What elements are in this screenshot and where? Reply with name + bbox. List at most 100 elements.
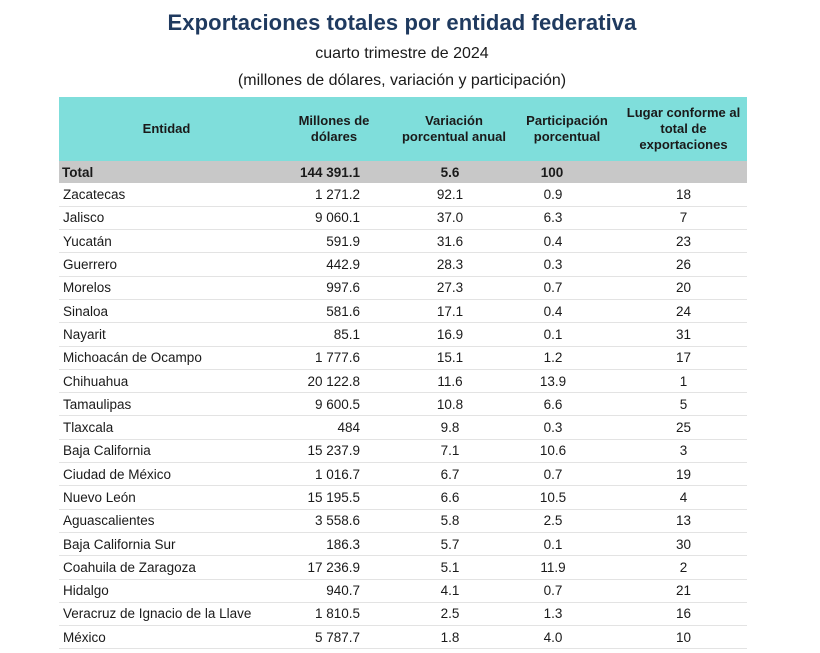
lugar-cell: 4 (679, 490, 688, 505)
page-subtitle-period: cuarto trimestre de 2024 (315, 45, 489, 62)
table-row: Aguascalientes 3 558.6 5.8 2.5 13 (59, 509, 747, 533)
entidad-cell: Tamaulipas (63, 396, 132, 412)
variacion-cell: 6.6 (440, 490, 460, 505)
table-body: Total 144 391.1 5.6 100 Zacatecas 1 271.2… (59, 161, 747, 649)
table-row: Yucatán 591.9 31.6 0.4 23 (59, 230, 747, 253)
participacion-cell: 0.4 (543, 233, 563, 249)
millones-cell: 442.9 (326, 257, 360, 273)
millones-cell: 85.1 (333, 326, 360, 342)
table-row: Tamaulipas 9 600.5 10.8 6.6 5 (59, 393, 747, 416)
header-participacion: Participación porcentual (526, 113, 608, 144)
page-title: Exportaciones totales por entidad federa… (167, 10, 637, 35)
variacion-cell: 4.1 (440, 583, 460, 599)
entidad-cell: Hidalgo (63, 583, 109, 599)
table-row: Jalisco 9 060.1 37.0 6.3 7 (59, 206, 747, 230)
total-variacion: 5.6 (440, 164, 460, 180)
header-lugar: Lugar conforme al total de exportaciones (626, 105, 741, 152)
entidad-cell: Ciudad de México (63, 466, 172, 482)
millones-cell: 940.7 (326, 583, 360, 599)
millones-cell: 17 236.9 (307, 559, 360, 575)
lugar-cell: 17 (675, 350, 692, 366)
table-row: Nayarit 85.1 16.9 0.1 31 (59, 323, 747, 347)
variacion-cell: 10.8 (436, 396, 464, 412)
millones-cell: 997.6 (326, 280, 360, 296)
participacion-cell: 0.3 (543, 420, 563, 436)
millones-cell: 1 271.2 (314, 186, 360, 202)
table-row: Baja California Sur 186.3 5.7 0.1 30 (59, 532, 747, 556)
entidad-cell: Nuevo León (63, 490, 136, 505)
entidad-cell: Sinaloa (63, 303, 109, 319)
entidad-cell: Morelos (63, 280, 112, 296)
millones-cell: 186.3 (326, 536, 360, 552)
lugar-cell: 16 (675, 606, 692, 622)
exports-table: Entidad Millones de dólares Variación po… (59, 97, 747, 649)
variacion-cell: 2.5 (440, 606, 460, 622)
millones-cell: 9 060.1 (314, 210, 360, 226)
participacion-cell: 4.0 (543, 629, 563, 645)
total-name: Total (62, 164, 94, 180)
entidad-cell: Zacatecas (63, 186, 126, 202)
lugar-cell: 25 (675, 420, 692, 436)
table-row: Tlaxcala 484 9.8 0.3 25 (59, 416, 747, 440)
lugar-cell: 7 (679, 210, 688, 226)
participacion-cell: 0.1 (543, 326, 563, 342)
lugar-cell: 5 (679, 396, 688, 412)
entidad-cell: Chihuahua (63, 373, 129, 389)
variacion-cell: 17.1 (436, 303, 464, 319)
variacion-cell: 11.6 (437, 373, 463, 389)
participacion-cell: 1.2 (543, 350, 563, 366)
lugar-cell: 26 (675, 257, 692, 273)
entidad-cell: Baja California (63, 443, 151, 459)
total-row: Total 144 391.1 5.6 100 (59, 161, 747, 183)
table-row: Hidalgo 940.7 4.1 0.7 21 (59, 579, 747, 603)
participacion-cell: 0.1 (543, 536, 563, 552)
entidad-cell: Michoacán de Ocampo (63, 350, 202, 366)
entidad-cell: Veracruz de Ignacio de la Llave (63, 606, 252, 622)
entidad-cell: Yucatán (63, 233, 112, 249)
header-millones: Millones de dólares (298, 113, 370, 144)
lugar-cell: 24 (675, 303, 692, 319)
millones-cell: 1 777.6 (314, 350, 360, 366)
lugar-cell: 18 (675, 186, 692, 202)
variacion-cell: 5.1 (440, 559, 460, 575)
table-row: Michoacán de Ocampo 1 777.6 15.1 1.2 17 (59, 346, 747, 370)
lugar-cell: 21 (675, 583, 692, 599)
participacion-cell: 0.4 (543, 303, 563, 319)
participacion-cell: 6.3 (543, 210, 563, 226)
lugar-cell: 23 (675, 233, 692, 249)
total-lugar (620, 161, 747, 183)
lugar-cell: 20 (675, 280, 692, 296)
millones-cell: 20 122.8 (307, 373, 360, 389)
millones-cell: 9 600.5 (314, 396, 360, 412)
participacion-cell: 0.7 (543, 583, 563, 599)
variacion-cell: 5.7 (440, 536, 460, 552)
variacion-cell: 7.1 (440, 443, 460, 459)
variacion-cell: 5.8 (440, 513, 460, 529)
millones-cell: 1 016.7 (314, 466, 360, 482)
millones-cell: 15 195.5 (307, 490, 360, 505)
participacion-cell: 13.9 (539, 373, 567, 389)
participacion-cell: 10.6 (539, 443, 567, 459)
table-row: Guerrero 442.9 28.3 0.3 26 (59, 253, 747, 277)
lugar-cell: 19 (675, 466, 692, 482)
variacion-cell: 15.1 (436, 350, 464, 366)
entidad-cell: Aguascalientes (63, 513, 155, 529)
participacion-cell: 6.6 (543, 396, 563, 412)
table-row: Chihuahua 20 122.8 11.6 13.9 1 (59, 369, 747, 393)
entidad-cell: Tlaxcala (63, 420, 114, 436)
lugar-cell: 1 (679, 373, 688, 389)
participacion-cell: 1.3 (543, 606, 563, 622)
lugar-cell: 10 (675, 629, 692, 645)
lugar-cell: 3 (679, 443, 688, 459)
millones-cell: 581.6 (326, 303, 360, 319)
entidad-cell: Jalisco (63, 210, 105, 226)
participacion-cell: 0.7 (543, 466, 563, 482)
variacion-cell: 31.6 (436, 233, 464, 249)
participacion-cell: 2.5 (543, 513, 563, 529)
header-row: Entidad Millones de dólares Variación po… (59, 97, 747, 161)
millones-cell: 3 558.6 (314, 513, 360, 529)
total-millones: 144 391.1 (299, 164, 360, 180)
entidad-cell: México (63, 629, 106, 645)
table-row: Baja California 15 237.9 7.1 10.6 3 (59, 439, 747, 463)
table-row: Veracruz de Ignacio de la Llave 1 810.5 2.… (59, 602, 747, 626)
